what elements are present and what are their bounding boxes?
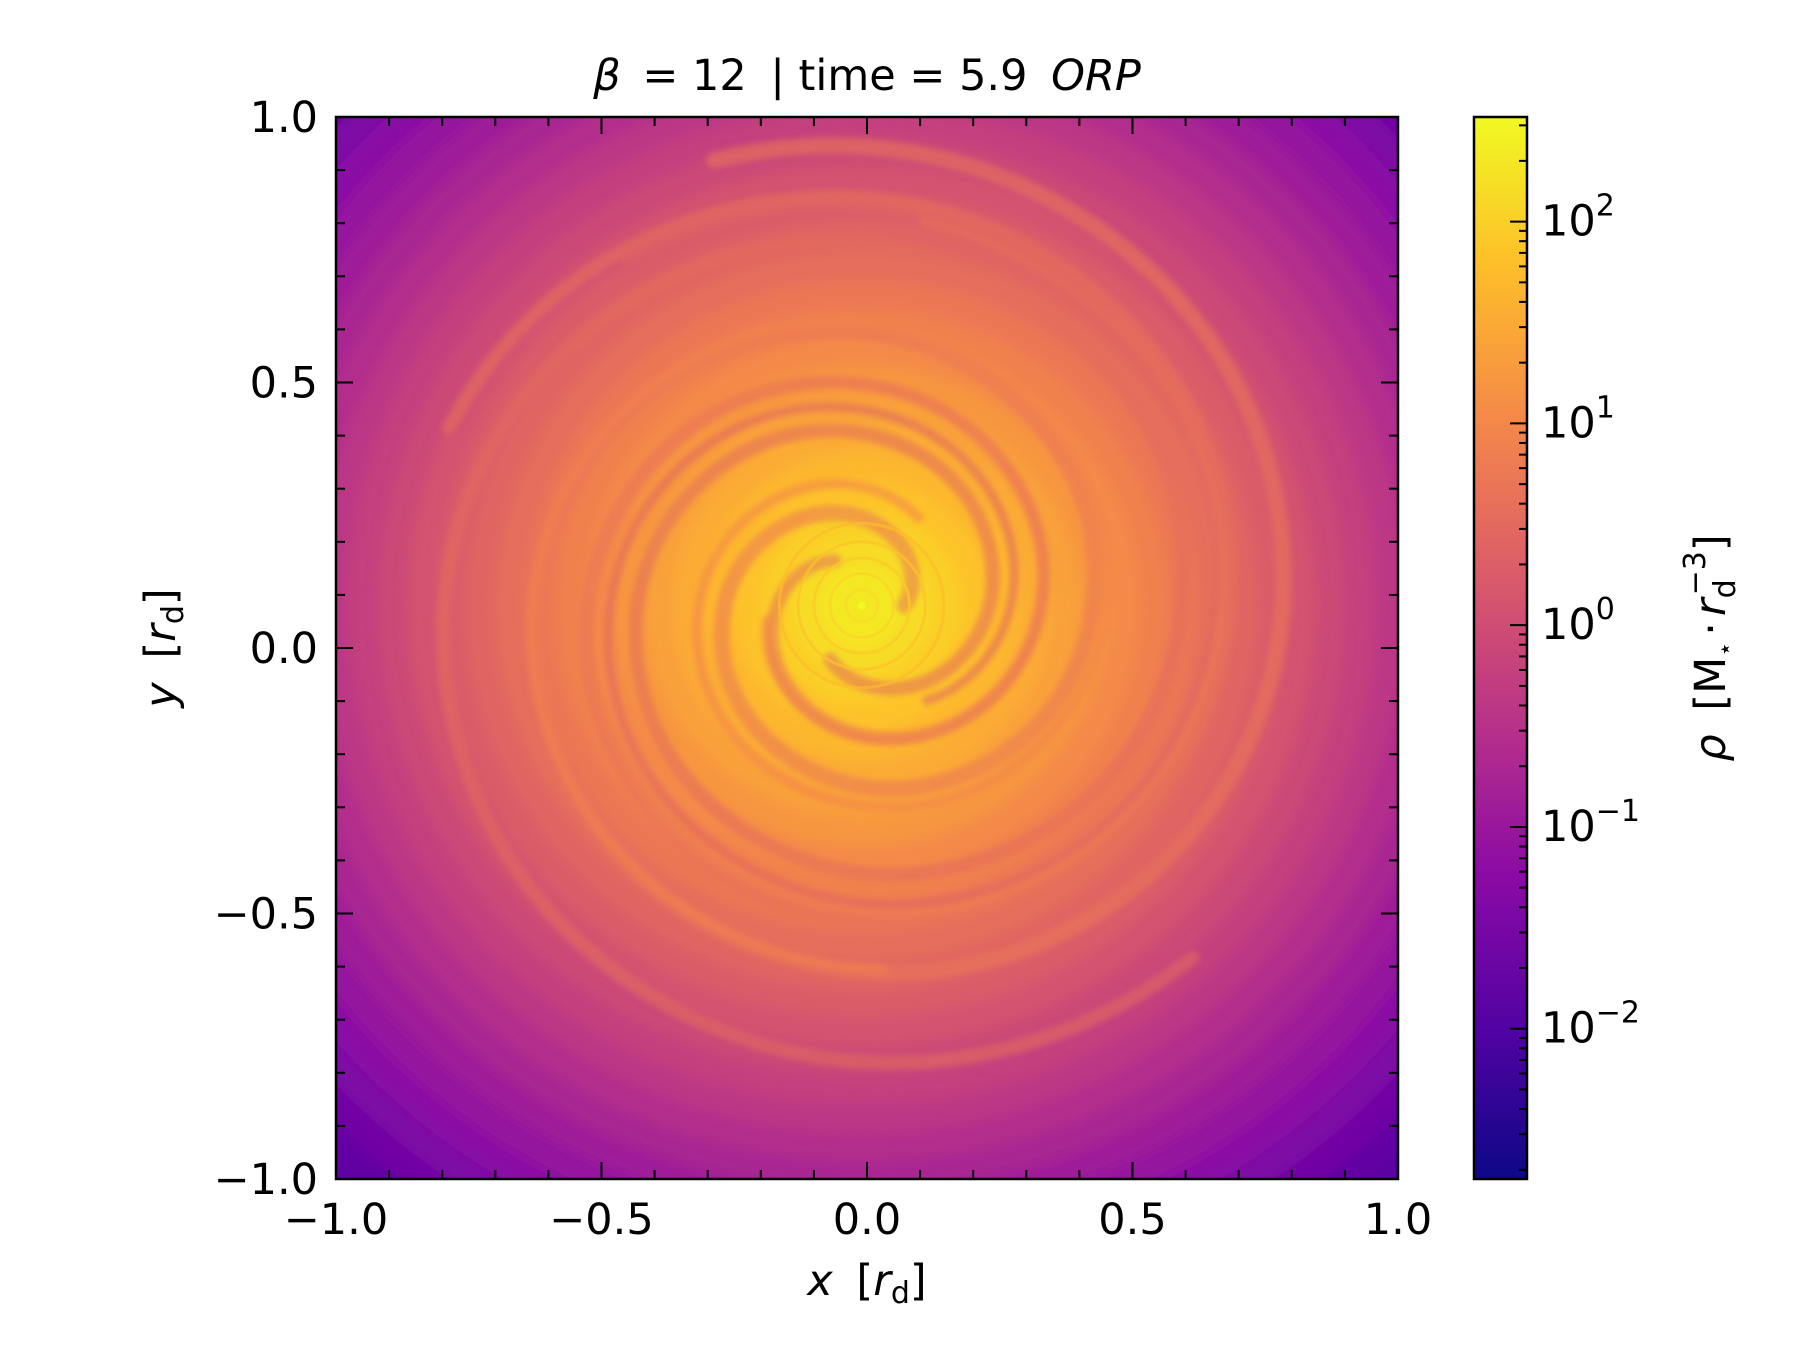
cbar-label-var2: r (1686, 596, 1736, 616)
inner-ring (777, 521, 946, 690)
x-axis-label: x [rd] (805, 1256, 926, 1311)
title-time: | time = 5.9 (770, 51, 1027, 101)
spiral-arm (603, 202, 1222, 909)
colorbar-tick-label: 102 (1541, 189, 1615, 247)
x-tick-labels: −1.0 −0.5 0.0 0.5 1.0 (284, 1195, 1432, 1245)
core-point (857, 601, 866, 610)
x-label-unit-var: r (873, 1256, 893, 1306)
x-label-close: ] (910, 1256, 927, 1306)
inner-ring (796, 540, 927, 671)
inner-rings (777, 521, 946, 690)
y-label-close: ] (136, 588, 186, 605)
x-label-unit-sub: d (891, 1276, 910, 1311)
density-field (336, 117, 1398, 1179)
spiral-arm (525, 137, 1292, 981)
y-tick-label: 0.5 (250, 359, 318, 409)
cbar-label-star: ⋆ (1711, 642, 1739, 657)
y-tick-label: 1.0 (250, 93, 318, 143)
x-label-open: [ (856, 1256, 873, 1306)
colorbar-ticks (1510, 124, 1527, 1171)
y-label-var: y (136, 682, 186, 710)
axis-ticks (335, 116, 1399, 1180)
cbar-label-sup: −3 (1678, 551, 1713, 595)
x-tick-label: 0.0 (833, 1195, 901, 1245)
chart-title: β = 12 | time = 5.9 ORP (592, 51, 1141, 101)
colorbar-tick-labels: 10−2 10−1 100 101 102 (1541, 189, 1640, 1054)
y-tick-label: −1.0 (214, 1155, 318, 1205)
inner-ring (828, 572, 896, 639)
spiral-arms (436, 137, 1292, 1070)
y-tick-label: −0.5 (214, 890, 318, 940)
colorbar-tick-label: 10−1 (1541, 794, 1640, 852)
colorbar-tick-label: 101 (1541, 390, 1615, 448)
y-label-open: [ (136, 642, 186, 659)
title-beta-symbol: β (592, 51, 620, 101)
y-tick-labels: −1.0 −0.5 0.0 0.5 1.0 (214, 93, 318, 1205)
cbar-label-open: [M (1686, 657, 1736, 711)
cbar-label-dot: · (1686, 622, 1736, 636)
inner-ring (812, 556, 911, 655)
x-tick-label: −0.5 (549, 1195, 653, 1245)
x-tick-label: 0.5 (1098, 1195, 1166, 1245)
title-beta-value: = 12 (642, 51, 746, 101)
y-label-unit-sub: d (156, 605, 191, 624)
y-axis-label: y [rd] (136, 588, 191, 709)
x-tick-label: −1.0 (284, 1195, 388, 1245)
title-time-unit: ORP (1051, 51, 1141, 101)
cbar-label-close: ] (1686, 534, 1736, 551)
y-tick-label: 0.0 (250, 624, 318, 674)
colorbar-label: ρ [M⋆ · rd−3] (1678, 534, 1743, 761)
colorbar (1472, 115, 1529, 1181)
spiral-arm (526, 317, 1114, 975)
colorbar-tick-label: 100 (1541, 592, 1615, 650)
inner-ring (844, 588, 880, 623)
x-label-var: x (805, 1256, 833, 1306)
spiral-arm (586, 215, 1227, 920)
colorbar-tick-label: 10−2 (1541, 996, 1640, 1054)
spiral-arm (436, 235, 1200, 1070)
cbar-label-sub: d (1708, 579, 1743, 598)
cbar-label-var: ρ (1686, 734, 1736, 761)
x-tick-label: 1.0 (1364, 1195, 1432, 1245)
y-label-unit-var: r (136, 622, 186, 642)
